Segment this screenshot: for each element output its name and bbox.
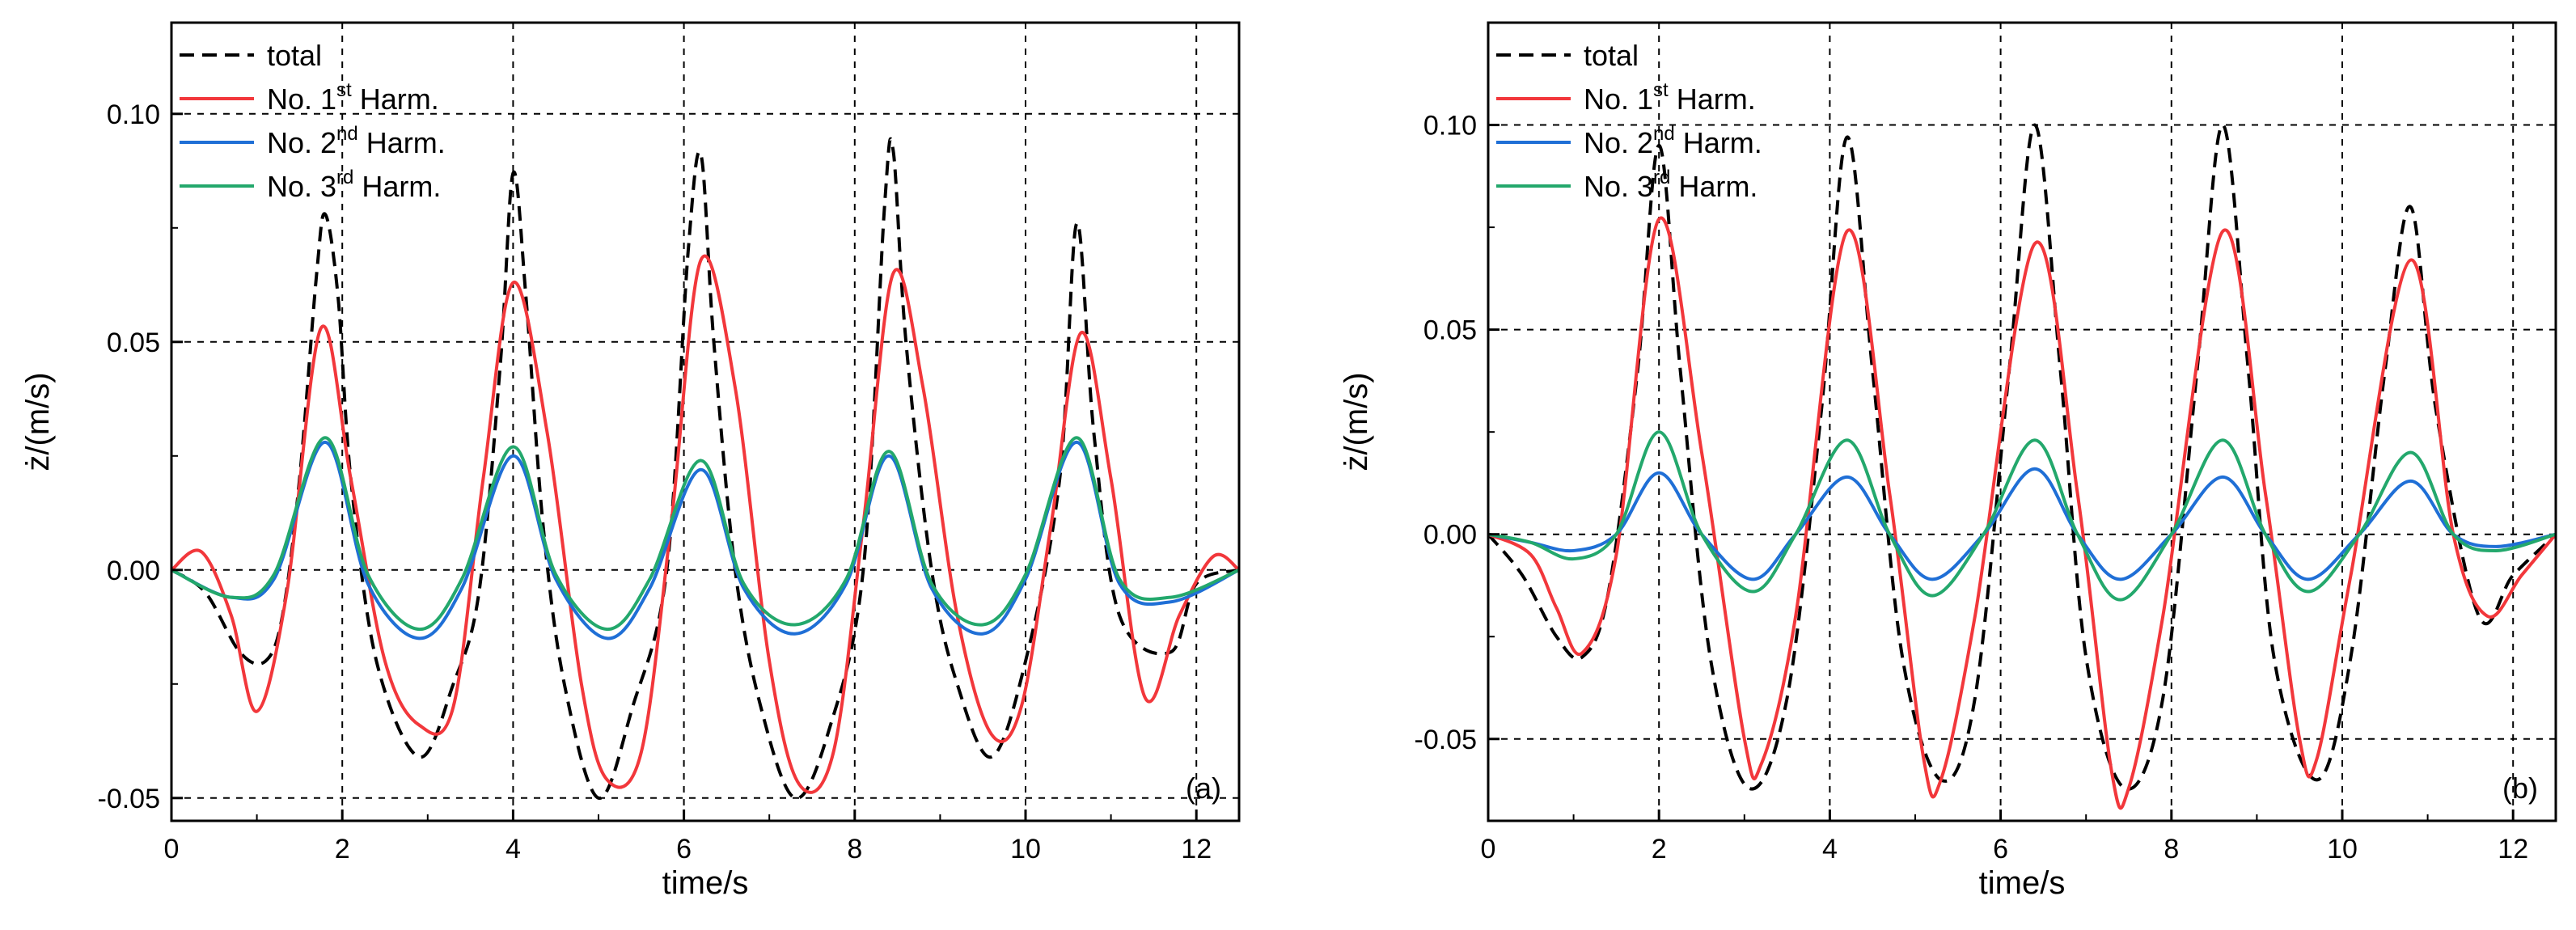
y-tick-label: 0.10 <box>1423 111 1477 142</box>
legend-item-harm3: No. 3rd Harm. <box>180 167 441 203</box>
series-line-harm1 <box>171 254 1239 794</box>
legend-item-harm2: No. 2nd Harm. <box>180 123 446 159</box>
legend-item-harm2: No. 2nd Harm. <box>1496 123 1762 159</box>
series-line-harm1 <box>1488 216 2556 810</box>
x-tick-label: 10 <box>1010 834 1041 864</box>
x-tick-label: 12 <box>2498 834 2528 864</box>
legend-item-total: total <box>180 39 322 72</box>
x-tick-label: 6 <box>676 834 692 864</box>
y-axis: -0.05 0.00 0.05 0.10 ż/(m/s) <box>1339 111 1499 755</box>
chart-panel-a: 0 2 4 6 8 10 12 time/s -0.05 0.00 0.05 0.10 ż/(m/s) (… <box>20 21 1241 901</box>
x-tick-label: 8 <box>847 834 862 864</box>
series-line-harm3 <box>1488 430 2556 602</box>
x-tick-label: 0 <box>164 834 180 864</box>
legend-label: total <box>1584 39 1639 72</box>
panel-label: (b) <box>2502 771 2538 805</box>
legend-label: No. 2nd Harm. <box>1584 123 1762 159</box>
x-axis: 0 2 4 6 8 10 12 time/s <box>164 810 1212 901</box>
x-tick-label: 0 <box>1481 834 1496 864</box>
series-group <box>1488 123 2556 810</box>
legend-label: No. 1st Harm. <box>267 79 439 116</box>
x-tick-label: 2 <box>335 834 350 864</box>
y-tick-label: -0.05 <box>1415 725 1478 755</box>
y-tick-label: 0.05 <box>1423 315 1477 346</box>
legend-item-total: total <box>1496 39 1639 72</box>
series-group <box>171 137 1239 800</box>
legend: total No. 1st Harm. No. 2nd Harm. No. 3rd H… <box>1496 39 1762 203</box>
x-tick-label: 2 <box>1652 834 1667 864</box>
x-tick-label: 8 <box>2164 834 2179 864</box>
series-line-total <box>1488 123 2556 791</box>
legend-item-harm1: No. 1st Harm. <box>1496 79 1756 116</box>
series-line-total <box>171 137 1239 800</box>
x-tick-label: 12 <box>1181 834 1212 864</box>
y-axis-title: ż/(m/s) <box>20 372 56 471</box>
y-tick-label: 0.05 <box>107 328 160 358</box>
x-axis-title: time/s <box>1979 865 2066 901</box>
chart-panel-b: 0 2 4 6 8 10 12 time/s -0.05 0.00 0.05 0.10 ż/(m/s) (… <box>1339 21 2557 901</box>
legend-item-harm3: No. 3rd Harm. <box>1496 167 1758 203</box>
legend: total No. 1st Harm. No. 2nd Harm. No. 3rd H… <box>180 39 446 203</box>
legend-item-harm1: No. 1st Harm. <box>180 79 439 116</box>
x-tick-label: 4 <box>505 834 521 864</box>
y-tick-label: 0.10 <box>107 99 160 130</box>
y-tick-label: 0.00 <box>107 556 160 586</box>
x-tick-label: 6 <box>1993 834 2008 864</box>
x-tick-label: 4 <box>1822 834 1838 864</box>
y-axis-title: ż/(m/s) <box>1339 372 1374 471</box>
legend-label: total <box>267 39 322 72</box>
legend-label: No. 2nd Harm. <box>267 123 446 159</box>
panel-label: (a) <box>1186 771 1221 805</box>
plot-frame <box>170 21 1241 822</box>
legend-label: No. 3rd Harm. <box>1584 167 1758 203</box>
legend-label: No. 1st Harm. <box>1584 79 1756 116</box>
x-axis-title: time/s <box>662 865 749 901</box>
x-axis: 0 2 4 6 8 10 12 time/s <box>1481 810 2528 901</box>
y-tick-label: 0.00 <box>1423 520 1477 551</box>
x-tick-label: 10 <box>2327 834 2358 864</box>
plot-frame <box>1487 21 2557 822</box>
series-line-harm3 <box>171 436 1239 632</box>
y-tick-label: -0.05 <box>98 784 161 814</box>
legend-label: No. 3rd Harm. <box>267 167 441 203</box>
grid-lines <box>1488 23 2556 821</box>
y-axis: -0.05 0.00 0.05 0.10 ż/(m/s) <box>20 99 183 814</box>
